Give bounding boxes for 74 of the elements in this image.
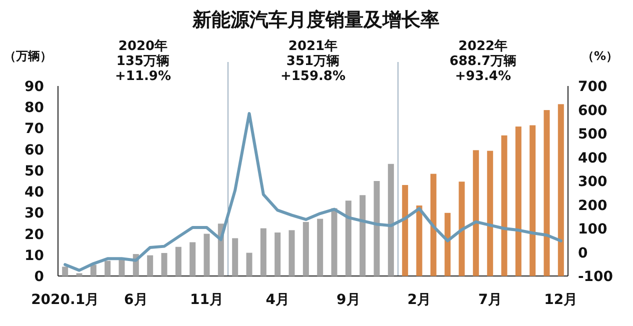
bar: [302, 222, 309, 276]
bar: [501, 135, 508, 276]
bar: [444, 212, 451, 276]
y2-tick-label: -100: [578, 269, 614, 285]
text: 2022年: [458, 39, 508, 54]
bar: [190, 242, 196, 276]
bar: [515, 126, 522, 276]
bar: [317, 218, 324, 276]
bar: [558, 104, 564, 276]
y-tick-label: 90: [24, 79, 44, 95]
bar: [472, 150, 479, 276]
bar: [147, 255, 154, 276]
y-tick-label: 60: [24, 142, 44, 158]
bar: [204, 234, 210, 276]
bar: [260, 228, 266, 276]
y-tick-label: 30: [24, 206, 44, 222]
text: 2021年: [288, 39, 338, 54]
text: 2020年: [118, 39, 168, 54]
y2-tick-label: 200: [578, 198, 608, 214]
y-tick-label: 50: [24, 163, 44, 180]
text: 688.7万辆: [449, 54, 517, 69]
x-tick-label: 6月: [124, 292, 148, 308]
y2-tick-label: 400: [578, 150, 608, 166]
y-tick-label: 0: [34, 269, 44, 285]
text: +159.8%: [280, 69, 346, 84]
bar: [331, 208, 338, 276]
y-tick-label: 80: [24, 100, 44, 116]
bar: [118, 258, 125, 276]
bar: [487, 150, 494, 276]
y-tick-label: 40: [24, 184, 44, 201]
bar: [62, 266, 68, 276]
bar: [530, 125, 536, 276]
x-tick-label: 11月: [190, 292, 224, 308]
x-tick-label: 9月: [336, 292, 360, 308]
y2-tick-label: 500: [578, 126, 608, 142]
x-tick-label: 4月: [266, 292, 290, 308]
bar: [76, 273, 82, 276]
bar: [274, 232, 281, 276]
bar: [161, 252, 168, 276]
bar: [246, 252, 252, 276]
bar: [345, 200, 352, 276]
bar: [430, 174, 436, 276]
bar: [232, 238, 238, 276]
text: 135万辆: [116, 54, 170, 69]
bar: [360, 195, 366, 276]
text: 351万辆: [286, 54, 340, 69]
y-axis-title: （万辆）: [4, 49, 52, 63]
y2-tick-label: 300: [578, 174, 608, 190]
bar: [90, 264, 96, 276]
bar: [175, 246, 182, 276]
bar: [458, 182, 465, 276]
chart-title: 新能源汽车月度销量及增长率: [192, 9, 440, 31]
bar: [104, 260, 111, 276]
bar: [544, 110, 550, 276]
bar: [388, 164, 394, 276]
x-tick-label: 2020.1月: [31, 292, 100, 308]
x-tick-label: 2月: [407, 292, 432, 308]
y2-tick-label: 100: [578, 222, 608, 238]
bar: [374, 181, 380, 276]
y2-tick-label: 700: [578, 79, 608, 95]
text: +11.9%: [115, 69, 171, 84]
y2-tick-label: 600: [578, 102, 608, 119]
y2-axis-title: （%）: [582, 49, 618, 63]
y-tick-label: 70: [24, 121, 44, 138]
bar: [416, 205, 422, 276]
x-tick-label: 12月: [544, 292, 578, 308]
bar: [402, 185, 408, 276]
bar: [288, 230, 295, 276]
y-tick-label: 10: [24, 248, 44, 264]
y2-tick-label: 0: [578, 245, 588, 262]
text: +93.4%: [455, 69, 511, 84]
y-tick-label: 20: [24, 226, 44, 243]
line-series: [64, 112, 562, 272]
x-tick-label: 7月: [478, 292, 502, 308]
